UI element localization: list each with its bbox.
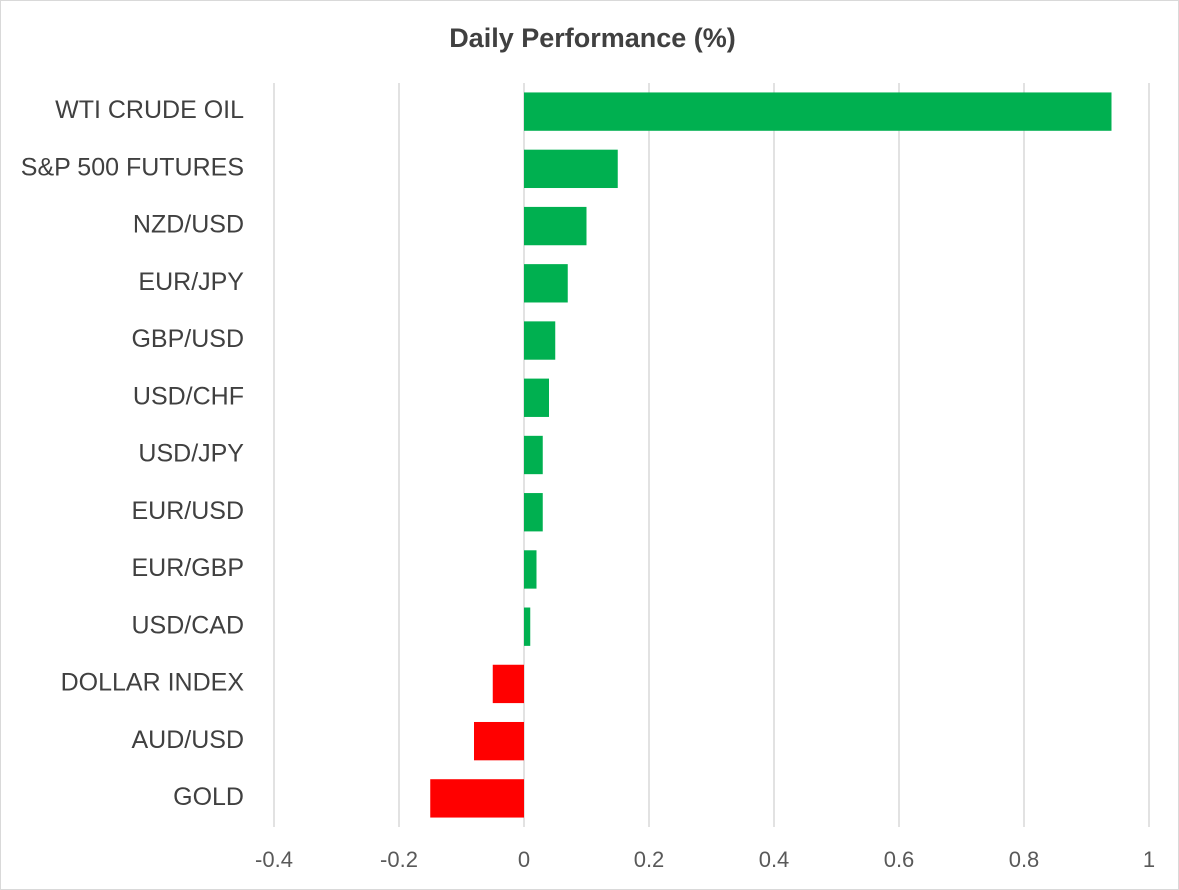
bar xyxy=(524,264,568,303)
category-label: EUR/JPY xyxy=(138,268,244,296)
x-tick-label: 0.4 xyxy=(759,847,790,872)
category-label: DOLLAR INDEX xyxy=(61,669,245,697)
x-tick-label: -0.4 xyxy=(255,847,293,872)
bar xyxy=(524,149,618,189)
category-label: NZD/USD xyxy=(133,211,244,239)
bar xyxy=(524,493,543,532)
gridlines xyxy=(273,83,1150,827)
category-labels: WTI CRUDE OIL S&P 500 FUTURES NZD/USD EUR/J… xyxy=(21,96,245,811)
x-tick-label: 0.6 xyxy=(884,847,915,872)
category-label: AUD/USD xyxy=(131,726,244,754)
category-label: WTI CRUDE OIL xyxy=(55,96,244,124)
category-label: EUR/USD xyxy=(131,497,244,525)
x-axis-tick-labels: -0.4 -0.2 0 0.2 0.4 0.6 0.8 1 xyxy=(255,847,1155,872)
x-tick-label: 0.2 xyxy=(634,847,665,872)
bar xyxy=(430,779,524,818)
bar xyxy=(524,435,543,475)
chart-title: Daily Performance (%) xyxy=(449,23,736,53)
bar xyxy=(524,378,549,417)
bar xyxy=(524,206,587,246)
category-label: GBP/USD xyxy=(131,325,244,353)
category-label: USD/CAD xyxy=(131,611,244,639)
category-label: USD/CHF xyxy=(133,382,244,410)
bar xyxy=(524,550,537,589)
bar xyxy=(524,321,556,360)
bar xyxy=(524,92,1112,131)
x-tick-label: 0.8 xyxy=(1009,847,1040,872)
category-label: EUR/GBP xyxy=(131,554,244,582)
bar xyxy=(492,664,524,704)
category-label: GOLD xyxy=(173,783,244,811)
category-label: S&P 500 FUTURES xyxy=(21,153,244,181)
x-tick-label: -0.2 xyxy=(380,847,418,872)
category-label: USD/JPY xyxy=(138,440,244,468)
x-tick-label: 1 xyxy=(1143,847,1155,872)
x-tick-label: 0 xyxy=(518,847,530,872)
bar xyxy=(524,607,531,646)
bars xyxy=(430,92,1112,818)
bar xyxy=(474,721,524,761)
